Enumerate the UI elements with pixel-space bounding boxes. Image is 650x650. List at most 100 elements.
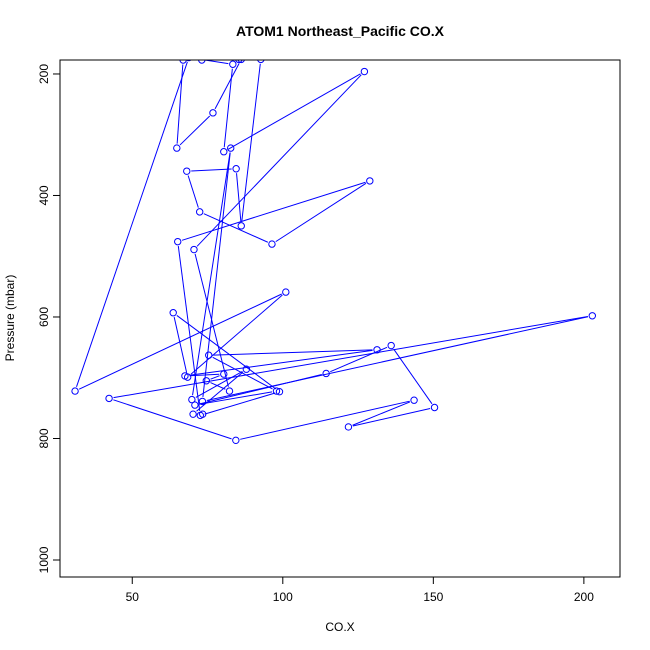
data-point bbox=[188, 395, 196, 404]
data-point bbox=[181, 372, 189, 380]
series-line-segment bbox=[393, 348, 433, 405]
data-point bbox=[105, 394, 113, 403]
data-point bbox=[220, 148, 228, 156]
series-line-segment bbox=[203, 213, 269, 243]
plot-frame bbox=[59, 59, 621, 578]
series-line-segment bbox=[241, 63, 261, 222]
data-point bbox=[195, 208, 204, 216]
data-point bbox=[189, 410, 197, 418]
data-point bbox=[186, 60, 192, 62]
series-line-segment bbox=[196, 0, 236, 56]
series-line-segment bbox=[181, 181, 366, 241]
data-point bbox=[268, 240, 276, 248]
series-line-segment bbox=[227, 73, 361, 150]
series-line-segment bbox=[113, 316, 588, 399]
series-line-segment bbox=[199, 391, 273, 405]
x-tick-label: 150 bbox=[423, 590, 443, 604]
data-point bbox=[199, 410, 207, 418]
x-tick-label: 200 bbox=[574, 590, 594, 604]
series-line-segment bbox=[189, 349, 373, 376]
series-line-segment bbox=[191, 168, 232, 172]
data-point bbox=[237, 222, 245, 230]
series-line-segment bbox=[210, 375, 220, 380]
series-line-segment bbox=[213, 349, 373, 356]
series-line-segment bbox=[76, 61, 188, 388]
series-line-segment bbox=[173, 317, 188, 373]
series-line-segment bbox=[214, 63, 240, 110]
series-line-segment bbox=[113, 399, 232, 440]
series-line-segment bbox=[195, 370, 243, 398]
series-line-segment bbox=[179, 115, 211, 146]
series-line-segment bbox=[236, 173, 242, 222]
data-point bbox=[366, 177, 374, 185]
y-axis: 200 400 600 800 1000 bbox=[37, 64, 61, 573]
data-point bbox=[198, 397, 207, 406]
data-point bbox=[169, 309, 177, 317]
y-tick-label: 400 bbox=[37, 185, 51, 205]
series-line-segment bbox=[202, 152, 231, 398]
chart-title: ATOM1 Northeast_Pacific CO.X bbox=[236, 23, 445, 39]
series-line-segment bbox=[240, 400, 410, 440]
data-point bbox=[190, 245, 198, 254]
data-point bbox=[198, 60, 206, 64]
data-point bbox=[232, 165, 240, 173]
data-point bbox=[344, 423, 353, 431]
data-point bbox=[174, 237, 182, 246]
series-line-segment bbox=[194, 0, 201, 56]
series-line-segment bbox=[201, 60, 229, 65]
series-line-segment bbox=[196, 371, 244, 412]
data-point bbox=[360, 67, 369, 76]
data-point bbox=[225, 387, 234, 395]
data-point bbox=[373, 346, 381, 354]
series-line-segment bbox=[196, 74, 362, 247]
series-line-segment bbox=[206, 316, 589, 401]
series-line-segment bbox=[223, 68, 233, 148]
data-point bbox=[220, 370, 228, 378]
data-point bbox=[179, 60, 187, 64]
data-point bbox=[232, 436, 240, 445]
series-line-segment bbox=[190, 294, 283, 375]
y-tick-label: 800 bbox=[37, 428, 51, 448]
data-point bbox=[173, 144, 181, 152]
y-tick-label: 1000 bbox=[37, 546, 51, 573]
series-line-segment bbox=[189, 373, 220, 377]
data-point bbox=[410, 396, 418, 404]
series-line-segment bbox=[204, 392, 276, 415]
series-line-segment bbox=[275, 182, 367, 243]
series-line-segment bbox=[187, 175, 199, 208]
y-tick-label: 200 bbox=[37, 64, 51, 84]
series-line-segment bbox=[352, 401, 411, 426]
data-point bbox=[227, 144, 235, 152]
y-tick-label: 600 bbox=[37, 307, 51, 327]
series-line-segment bbox=[176, 315, 277, 390]
data-point bbox=[237, 60, 245, 64]
x-tick-label: 50 bbox=[126, 590, 140, 604]
x-tick-label: 100 bbox=[273, 590, 293, 604]
data-point bbox=[202, 377, 211, 385]
x-axis-label: CO.X bbox=[325, 620, 354, 634]
series-line-segment bbox=[212, 356, 273, 390]
data-point bbox=[71, 387, 79, 395]
data-point bbox=[430, 403, 439, 412]
data-point bbox=[242, 365, 251, 373]
x-axis: 50 100 150 200 bbox=[126, 576, 594, 604]
data-point bbox=[229, 60, 237, 68]
series-line-segment bbox=[210, 382, 226, 390]
series-layer bbox=[71, 0, 597, 445]
data-point bbox=[275, 388, 284, 396]
data-point bbox=[183, 167, 191, 175]
y-axis-label: Pressure (mbar) bbox=[3, 275, 17, 362]
series-line-segment bbox=[192, 152, 231, 396]
series-line-segment bbox=[330, 346, 388, 373]
series-line-segment bbox=[78, 293, 282, 390]
data-point bbox=[257, 60, 265, 64]
data-point bbox=[272, 387, 281, 395]
data-point bbox=[209, 109, 217, 117]
data-point bbox=[322, 369, 330, 378]
data-point bbox=[205, 351, 213, 359]
data-point bbox=[387, 341, 395, 350]
data-point bbox=[588, 312, 597, 320]
series-line-segment bbox=[352, 408, 431, 427]
data-point bbox=[191, 401, 199, 409]
